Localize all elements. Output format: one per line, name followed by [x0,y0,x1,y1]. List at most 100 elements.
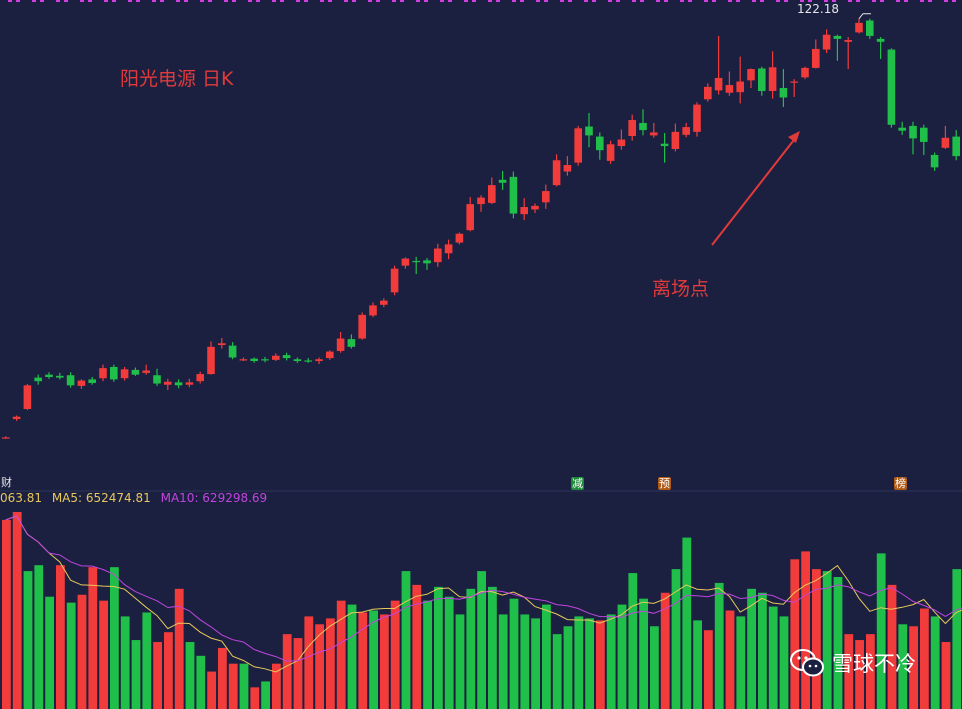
top-tick-mark [56,0,60,2]
top-tick-mark [304,0,308,2]
candle-body [650,132,658,136]
volume-bar [477,571,486,709]
candle-body [909,125,917,139]
candle-body [336,338,345,351]
volume-bar [455,614,465,709]
volume-bar [12,512,22,709]
volume-bar [520,614,530,709]
top-tick-mark [496,0,500,2]
volume-bar [185,642,195,709]
volume-bar [315,624,324,709]
candle-body [77,380,86,386]
watermark: 雪球不冷 [790,648,916,678]
volume-bar [952,569,962,709]
volume-bar [358,612,368,709]
top-tick-mark [232,0,236,2]
top-tick-mark [808,0,812,2]
top-tick-mark [752,0,756,2]
volume-bar [542,604,551,709]
volume-bar [380,614,389,709]
volume-bar [2,519,11,709]
volume-bar [887,584,897,709]
candle-body [326,351,334,359]
volume-bar [552,634,562,709]
candle-body [304,360,312,362]
financial-report-tag[interactable]: 财 [1,476,12,489]
top-tick-mark [952,0,956,2]
candle-body [315,359,323,362]
peak-price-label: 122.18 [797,2,839,16]
top-tick-mark [728,0,732,2]
top-tick-mark [704,0,708,2]
volume-bar [574,616,584,709]
volume-bar [110,567,119,709]
volume-bar [347,604,357,709]
candle-body [898,127,906,131]
volume-bar [704,630,713,709]
candle-body [423,260,431,264]
candle-body [812,48,820,68]
candle-body [56,375,64,378]
volume-bar [326,618,335,709]
reduction-tag[interactable]: 减 [571,477,584,490]
candle-body [434,248,442,263]
ranking-tag[interactable]: 榜 [894,477,907,490]
volume-bar [488,586,497,709]
volume-bar [466,588,476,709]
candle-body [12,416,21,420]
candle-body [822,34,831,50]
candle-body [358,314,366,339]
top-tick-mark [296,0,300,2]
volume-bar [509,598,519,709]
volume-bar [790,559,800,709]
volume-bar [876,553,886,709]
top-tick-mark [256,0,260,2]
top-tick-mark [880,0,884,2]
top-tick-mark [760,0,764,2]
candle-body [110,366,118,380]
volume-bar [671,569,681,709]
forecast-tag[interactable]: 预 [658,477,671,490]
candle-body [660,143,669,147]
volume-bar [207,671,216,709]
candle-body [801,67,809,78]
top-tick-mark [656,0,660,2]
candle-body [120,369,129,379]
volume-bar [714,582,724,709]
candle-body [174,382,183,386]
top-tick-mark [512,0,516,2]
volume-bar [909,626,918,709]
top-tick-mark [392,0,396,2]
volume-bar [660,592,670,709]
top-tick-mark [608,0,612,2]
top-tick-mark [736,0,740,2]
candle-body [218,343,226,346]
candle-body [498,179,507,183]
candle-body [466,204,474,231]
volume-bar [272,663,281,709]
volume-bar [412,584,422,709]
top-tick-mark [664,0,668,2]
volume-bar [639,598,648,709]
candle-body [779,88,788,98]
ma5-value: MA5: 652474.81 [51,491,151,505]
volume-bar [617,604,627,709]
candle-body [790,81,798,83]
top-tick-mark [184,0,188,2]
volume-bar [650,626,659,709]
volume-bar [293,638,303,709]
candle-body [412,260,420,263]
volume-bar [866,634,875,709]
candle-body [185,382,194,385]
volume-bar [585,618,594,709]
top-tick-mark [64,0,68,2]
top-tick-mark [416,0,420,2]
chart-title: 阳光电源 日K [120,68,234,90]
volume-bar [120,616,130,709]
volume-bar [563,626,573,709]
candle-body [239,359,248,361]
volume-bar [164,632,173,709]
volume-bar [768,606,778,709]
top-tick-mark [352,0,356,2]
